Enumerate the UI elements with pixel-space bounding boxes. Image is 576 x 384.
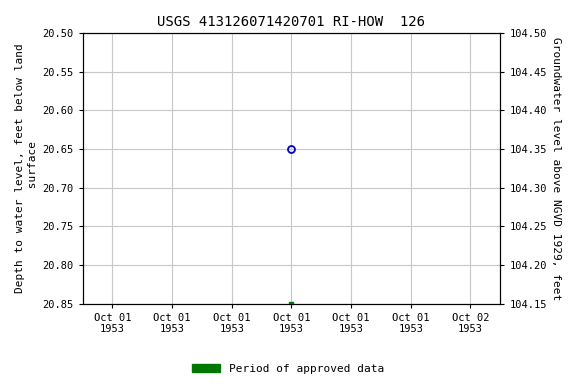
Y-axis label: Depth to water level, feet below land
 surface: Depth to water level, feet below land su… xyxy=(15,43,38,293)
Legend: Period of approved data: Period of approved data xyxy=(188,359,388,379)
Y-axis label: Groundwater level above NGVD 1929, feet: Groundwater level above NGVD 1929, feet xyxy=(551,37,561,300)
Title: USGS 413126071420701 RI-HOW  126: USGS 413126071420701 RI-HOW 126 xyxy=(157,15,426,29)
